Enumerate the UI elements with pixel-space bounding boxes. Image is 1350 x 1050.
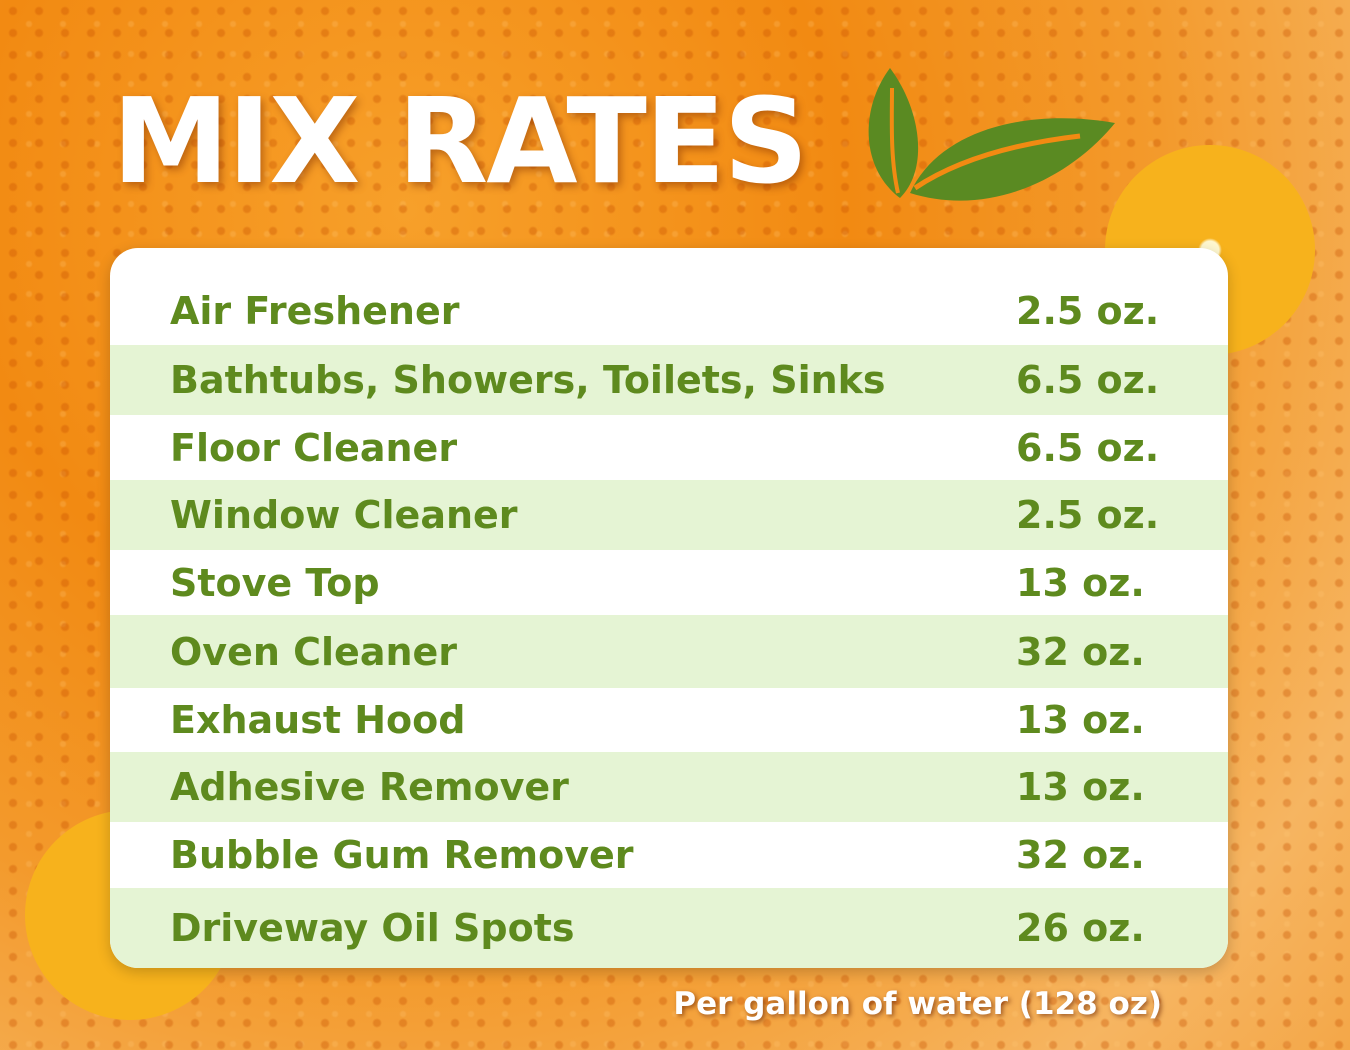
mix-rates-table: Air Freshener 2.5 oz. Bathtubs, Showers,…: [110, 248, 1228, 968]
row-name: Exhaust Hood: [170, 698, 466, 742]
row-amount: 2.5 oz.: [1016, 289, 1160, 333]
table-row: Window Cleaner 2.5 oz.: [110, 480, 1228, 550]
row-amount: 13 oz.: [1016, 698, 1145, 742]
table-row: Driveway Oil Spots 26 oz.: [110, 888, 1228, 968]
table-row: Stove Top 13 oz.: [110, 550, 1228, 615]
row-name: Window Cleaner: [170, 493, 518, 537]
row-amount: 6.5 oz.: [1016, 425, 1160, 470]
row-name: Stove Top: [170, 560, 380, 605]
row-amount: 26 oz.: [1016, 906, 1145, 950]
row-amount: 32 oz.: [1016, 629, 1145, 674]
table-row: Floor Cleaner 6.5 oz.: [110, 415, 1228, 480]
row-amount: 13 oz.: [1016, 765, 1145, 809]
table-row: Oven Cleaner 32 oz.: [110, 615, 1228, 688]
page-title: MIX RATES: [112, 72, 808, 210]
table-row: Bathtubs, Showers, Toilets, Sinks 6.5 oz…: [110, 345, 1228, 415]
row-amount: 2.5 oz.: [1016, 493, 1160, 537]
row-name: Bathtubs, Showers, Toilets, Sinks: [170, 358, 886, 402]
table-row: Adhesive Remover 13 oz.: [110, 752, 1228, 822]
table-row: Bubble Gum Remover 32 oz.: [110, 822, 1228, 888]
leaf-icon: [868, 68, 1115, 201]
row-name: Floor Cleaner: [170, 425, 458, 470]
footnote: Per gallon of water (128 oz): [673, 986, 1162, 1022]
row-name: Oven Cleaner: [170, 629, 458, 674]
row-amount: 13 oz.: [1016, 560, 1145, 605]
row-name: Air Freshener: [170, 289, 460, 333]
row-name: Adhesive Remover: [170, 765, 569, 809]
row-name: Bubble Gum Remover: [170, 833, 634, 877]
row-amount: 6.5 oz.: [1016, 358, 1160, 402]
row-name: Driveway Oil Spots: [170, 906, 575, 950]
row-amount: 32 oz.: [1016, 833, 1145, 877]
table-row: Air Freshener 2.5 oz.: [110, 276, 1228, 346]
table-row: Exhaust Hood 13 oz.: [110, 688, 1228, 752]
